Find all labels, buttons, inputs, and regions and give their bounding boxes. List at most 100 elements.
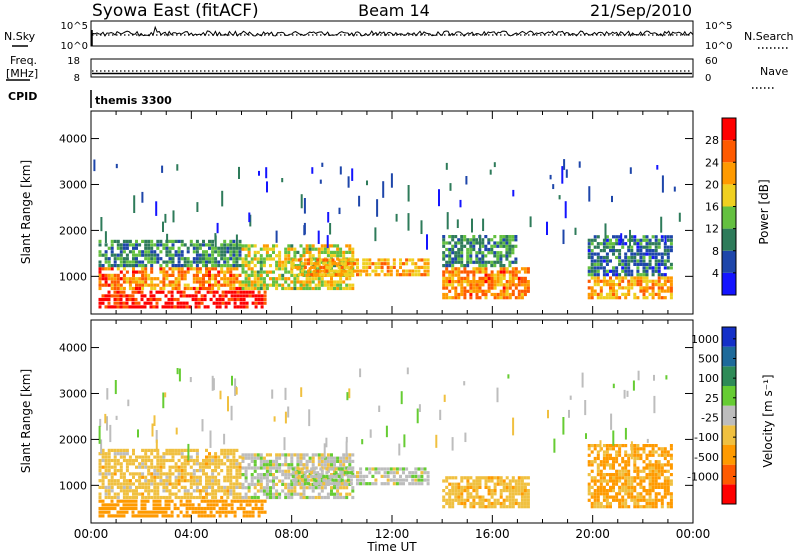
velocity-cell: [454, 476, 458, 480]
power-cell: [211, 267, 215, 271]
velocity-cell: [135, 465, 138, 469]
velocity-cell: [460, 498, 464, 502]
velocity-cell: [171, 472, 175, 476]
power-cell: [423, 265, 427, 269]
power-cell: [587, 279, 591, 283]
velocity-cell: [599, 489, 603, 493]
power-cell: [612, 296, 615, 300]
power-cell: [339, 286, 343, 291]
velocity-cell: [609, 444, 612, 448]
velocity-cell: [472, 479, 476, 483]
velocity-cell: [481, 476, 485, 480]
power-cell: [235, 277, 239, 281]
power-cell: [162, 221, 164, 233]
velocity-cell: [195, 462, 199, 466]
velocity-cell: [615, 450, 619, 454]
x-tick-label: 00:00: [74, 527, 109, 541]
velocity-cell: [469, 485, 473, 489]
x-tick-label: 20:00: [575, 527, 610, 541]
velocity-cell: [235, 495, 239, 500]
velocity-cell: [587, 498, 591, 502]
power-cell: [463, 244, 467, 248]
velocity-cell: [144, 475, 148, 479]
power-cell: [511, 235, 515, 239]
velocity-cell: [122, 452, 126, 456]
velocity-cell: [666, 476, 670, 480]
power-cell: [466, 276, 470, 280]
velocity-cell: [272, 463, 275, 467]
velocity-cell: [185, 503, 189, 507]
velocity-cell: [104, 495, 108, 500]
velocity-cell: [155, 503, 159, 507]
power-cell: [211, 239, 215, 243]
power-cell: [645, 273, 649, 277]
velocity-cell: [627, 485, 631, 489]
power-cell: [150, 280, 154, 284]
power-cell: [642, 296, 646, 300]
power-cell: [330, 286, 333, 291]
velocity-cell: [605, 463, 609, 467]
colorbar-tick-label: 16: [705, 201, 719, 214]
power-cell: [183, 270, 187, 274]
velocity-cell: [265, 466, 269, 470]
power-cell: [642, 279, 646, 283]
power-cell: [390, 173, 393, 188]
velocity-cell: [520, 485, 524, 489]
velocity-cell: [627, 505, 631, 509]
velocity-cell: [205, 482, 208, 486]
velocity-cell: [511, 492, 515, 496]
velocity-cell: [200, 499, 204, 503]
power-cell: [402, 269, 405, 273]
power-cell: [98, 243, 102, 247]
power-cell: [602, 238, 606, 242]
velocity-cell: [605, 495, 609, 499]
power-cell: [300, 273, 304, 277]
power-cell: [618, 249, 622, 253]
power-cell: [290, 273, 294, 277]
power-cell: [654, 235, 658, 239]
velocity-cell: [377, 467, 381, 471]
power-cell: [487, 283, 491, 287]
velocity-cell: [669, 482, 673, 486]
velocity-cell: [144, 455, 148, 459]
velocity-cell: [642, 444, 646, 448]
velocity-cell: [636, 466, 640, 470]
power-cell: [223, 246, 227, 250]
velocity-cell: [472, 489, 476, 493]
velocity-cell: [287, 482, 291, 486]
velocity-cell: [125, 465, 129, 469]
velocity-cell: [171, 452, 175, 456]
velocity-cell: [140, 510, 144, 514]
power-cell: [144, 270, 148, 274]
power-cell: [195, 260, 199, 264]
power-cell: [333, 244, 336, 248]
velocity-cell: [325, 482, 329, 486]
velocity-cell: [663, 489, 667, 493]
power-cell: [281, 277, 285, 281]
power-cell: [502, 267, 506, 271]
velocity-cell: [275, 495, 279, 500]
power-cell: [460, 289, 464, 293]
power-cell: [460, 260, 464, 264]
power-cell: [244, 254, 248, 258]
velocity-cell: [101, 514, 105, 518]
power-cell: [517, 296, 521, 300]
velocity-cell: [238, 469, 242, 473]
power-cell: [233, 290, 237, 294]
velocity-cell: [113, 492, 117, 496]
power-cell: [141, 273, 145, 277]
velocity-cell: [253, 463, 257, 467]
power-cell: [420, 265, 424, 269]
velocity-cell: [183, 489, 187, 493]
power-cell: [502, 244, 506, 248]
power-cell: [587, 286, 591, 290]
power-cell: [356, 265, 359, 269]
power-cell: [621, 242, 625, 246]
power-cell: [165, 283, 169, 287]
power-cell: [642, 255, 646, 260]
power-cell: [319, 269, 323, 273]
power-cell: [417, 273, 421, 277]
power-cell: [194, 297, 198, 302]
velocity-cell: [186, 462, 190, 466]
power-cell: [612, 266, 615, 270]
